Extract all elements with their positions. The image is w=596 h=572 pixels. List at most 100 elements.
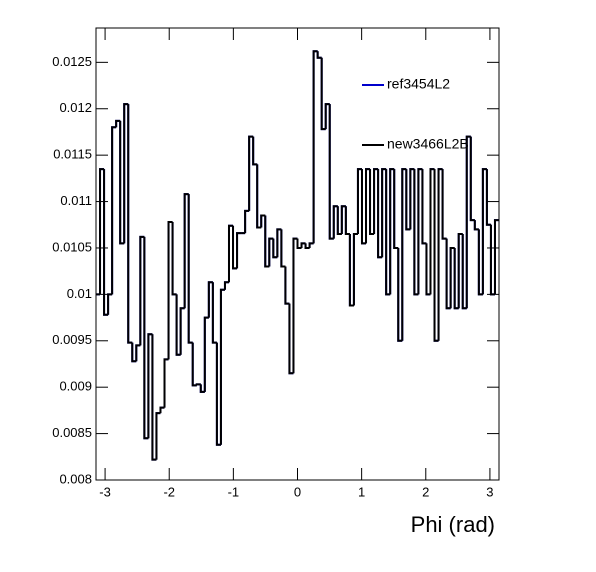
histogram-bin — [159, 406, 165, 414]
histogram-bin — [485, 169, 491, 226]
histogram-bin — [191, 342, 197, 387]
histogram-bin — [115, 119, 121, 128]
histogram-bin — [171, 221, 177, 296]
histogram-bin — [385, 169, 391, 296]
histogram-bin — [493, 219, 499, 295]
histogram-bin — [465, 135, 471, 309]
histogram-bin — [223, 281, 229, 290]
histogram-bin — [312, 50, 318, 244]
histogram-bin — [397, 247, 403, 342]
y-tick-label: 0.009 — [59, 379, 92, 394]
y-tick-label: 0.0125 — [52, 54, 92, 69]
histogram-bin — [461, 234, 467, 310]
histogram-bin — [413, 169, 419, 296]
histogram-bin — [381, 168, 387, 258]
x-tick-label: -2 — [163, 484, 175, 499]
histogram-bin — [457, 233, 463, 309]
histogram-bin — [252, 136, 258, 166]
histogram-bin — [336, 206, 342, 236]
histogram-bin — [296, 238, 302, 249]
histogram-bin — [264, 215, 270, 268]
histogram-bin — [272, 238, 278, 259]
histogram-bin — [280, 229, 286, 268]
histogram-bin — [276, 228, 282, 258]
x-tick-label: 1 — [358, 484, 365, 499]
legend-label: ref3454L2 — [387, 76, 450, 92]
histogram-bin — [320, 57, 326, 131]
histogram-bin — [215, 342, 221, 446]
histogram-bin — [236, 232, 242, 269]
histogram-bin — [369, 169, 375, 236]
histogram-bin — [377, 169, 383, 259]
y-tick-label: 0.012 — [59, 100, 92, 115]
histogram-bin — [199, 384, 205, 393]
histogram-bin — [119, 120, 125, 245]
histogram-bin — [344, 206, 350, 236]
histogram-bin — [449, 246, 455, 309]
histogram-bin — [409, 168, 415, 230]
histogram-bin — [445, 238, 451, 310]
histogram-bin — [373, 168, 379, 235]
histogram-bin — [127, 104, 133, 344]
histogram-bin — [417, 168, 423, 295]
histogram-bin — [332, 205, 338, 239]
histogram-bin — [288, 303, 294, 375]
histogram-bin — [183, 193, 189, 309]
x-tick-label: 0 — [294, 484, 301, 499]
histogram-bin — [433, 169, 439, 342]
histogram-bin — [393, 169, 399, 249]
histogram-bin — [111, 126, 117, 295]
histogram-bin — [453, 247, 459, 310]
histogram-bin — [131, 342, 137, 363]
histogram-bin — [477, 229, 483, 296]
histogram-bin — [365, 168, 371, 244]
histogram-bin — [211, 282, 217, 344]
histogram-bin — [473, 220, 479, 231]
y-tick-label: 0.0105 — [52, 239, 92, 254]
y-tick-label: 0.0095 — [52, 332, 92, 347]
histogram-bin — [481, 168, 487, 295]
histogram-bin — [219, 288, 225, 445]
histogram-bin — [248, 135, 254, 211]
histogram-bin — [244, 209, 250, 234]
histogram-bin — [425, 243, 431, 296]
histogram-bin — [167, 220, 173, 360]
x-tick-label: -1 — [228, 484, 240, 499]
histogram-bin — [103, 169, 109, 316]
x-axis-label: Phi (rad) — [411, 512, 495, 537]
histogram-bin — [292, 237, 298, 374]
histogram-bin — [348, 234, 354, 307]
histogram-bin — [256, 164, 262, 229]
histogram-bin — [356, 168, 362, 235]
histogram-bin — [147, 333, 153, 439]
y-tick-label: 0.008 — [59, 471, 92, 486]
histogram-bin — [300, 242, 306, 248]
histogram-bin — [232, 225, 238, 270]
x-tick-label: 3 — [486, 484, 493, 499]
histogram-bin — [340, 205, 346, 235]
histogram-bin — [203, 316, 209, 392]
histogram-bin — [260, 214, 266, 228]
histogram-bin — [405, 169, 411, 231]
histogram-bin — [175, 294, 181, 356]
x-tick-label: 2 — [422, 484, 429, 499]
histogram-bin — [304, 243, 310, 249]
histogram-bin — [308, 242, 314, 248]
histogram-bin — [151, 334, 157, 461]
histogram-bin — [284, 266, 290, 305]
histogram-bin — [437, 168, 443, 341]
histogram-bin — [143, 236, 149, 440]
y-tick-label: 0.01 — [67, 286, 92, 301]
y-tick-label: 0.011 — [60, 193, 92, 208]
histogram-bin — [268, 237, 274, 267]
histogram-bin — [139, 235, 145, 346]
histogram-bin — [401, 168, 407, 341]
histogram-bin — [421, 169, 427, 245]
histogram-bin — [352, 233, 358, 306]
histogram-bin — [227, 224, 234, 283]
histogram-bin — [324, 103, 330, 130]
histogram-bin — [179, 307, 185, 355]
x-tick-label: -3 — [99, 484, 111, 499]
histogram-bin — [316, 51, 322, 59]
